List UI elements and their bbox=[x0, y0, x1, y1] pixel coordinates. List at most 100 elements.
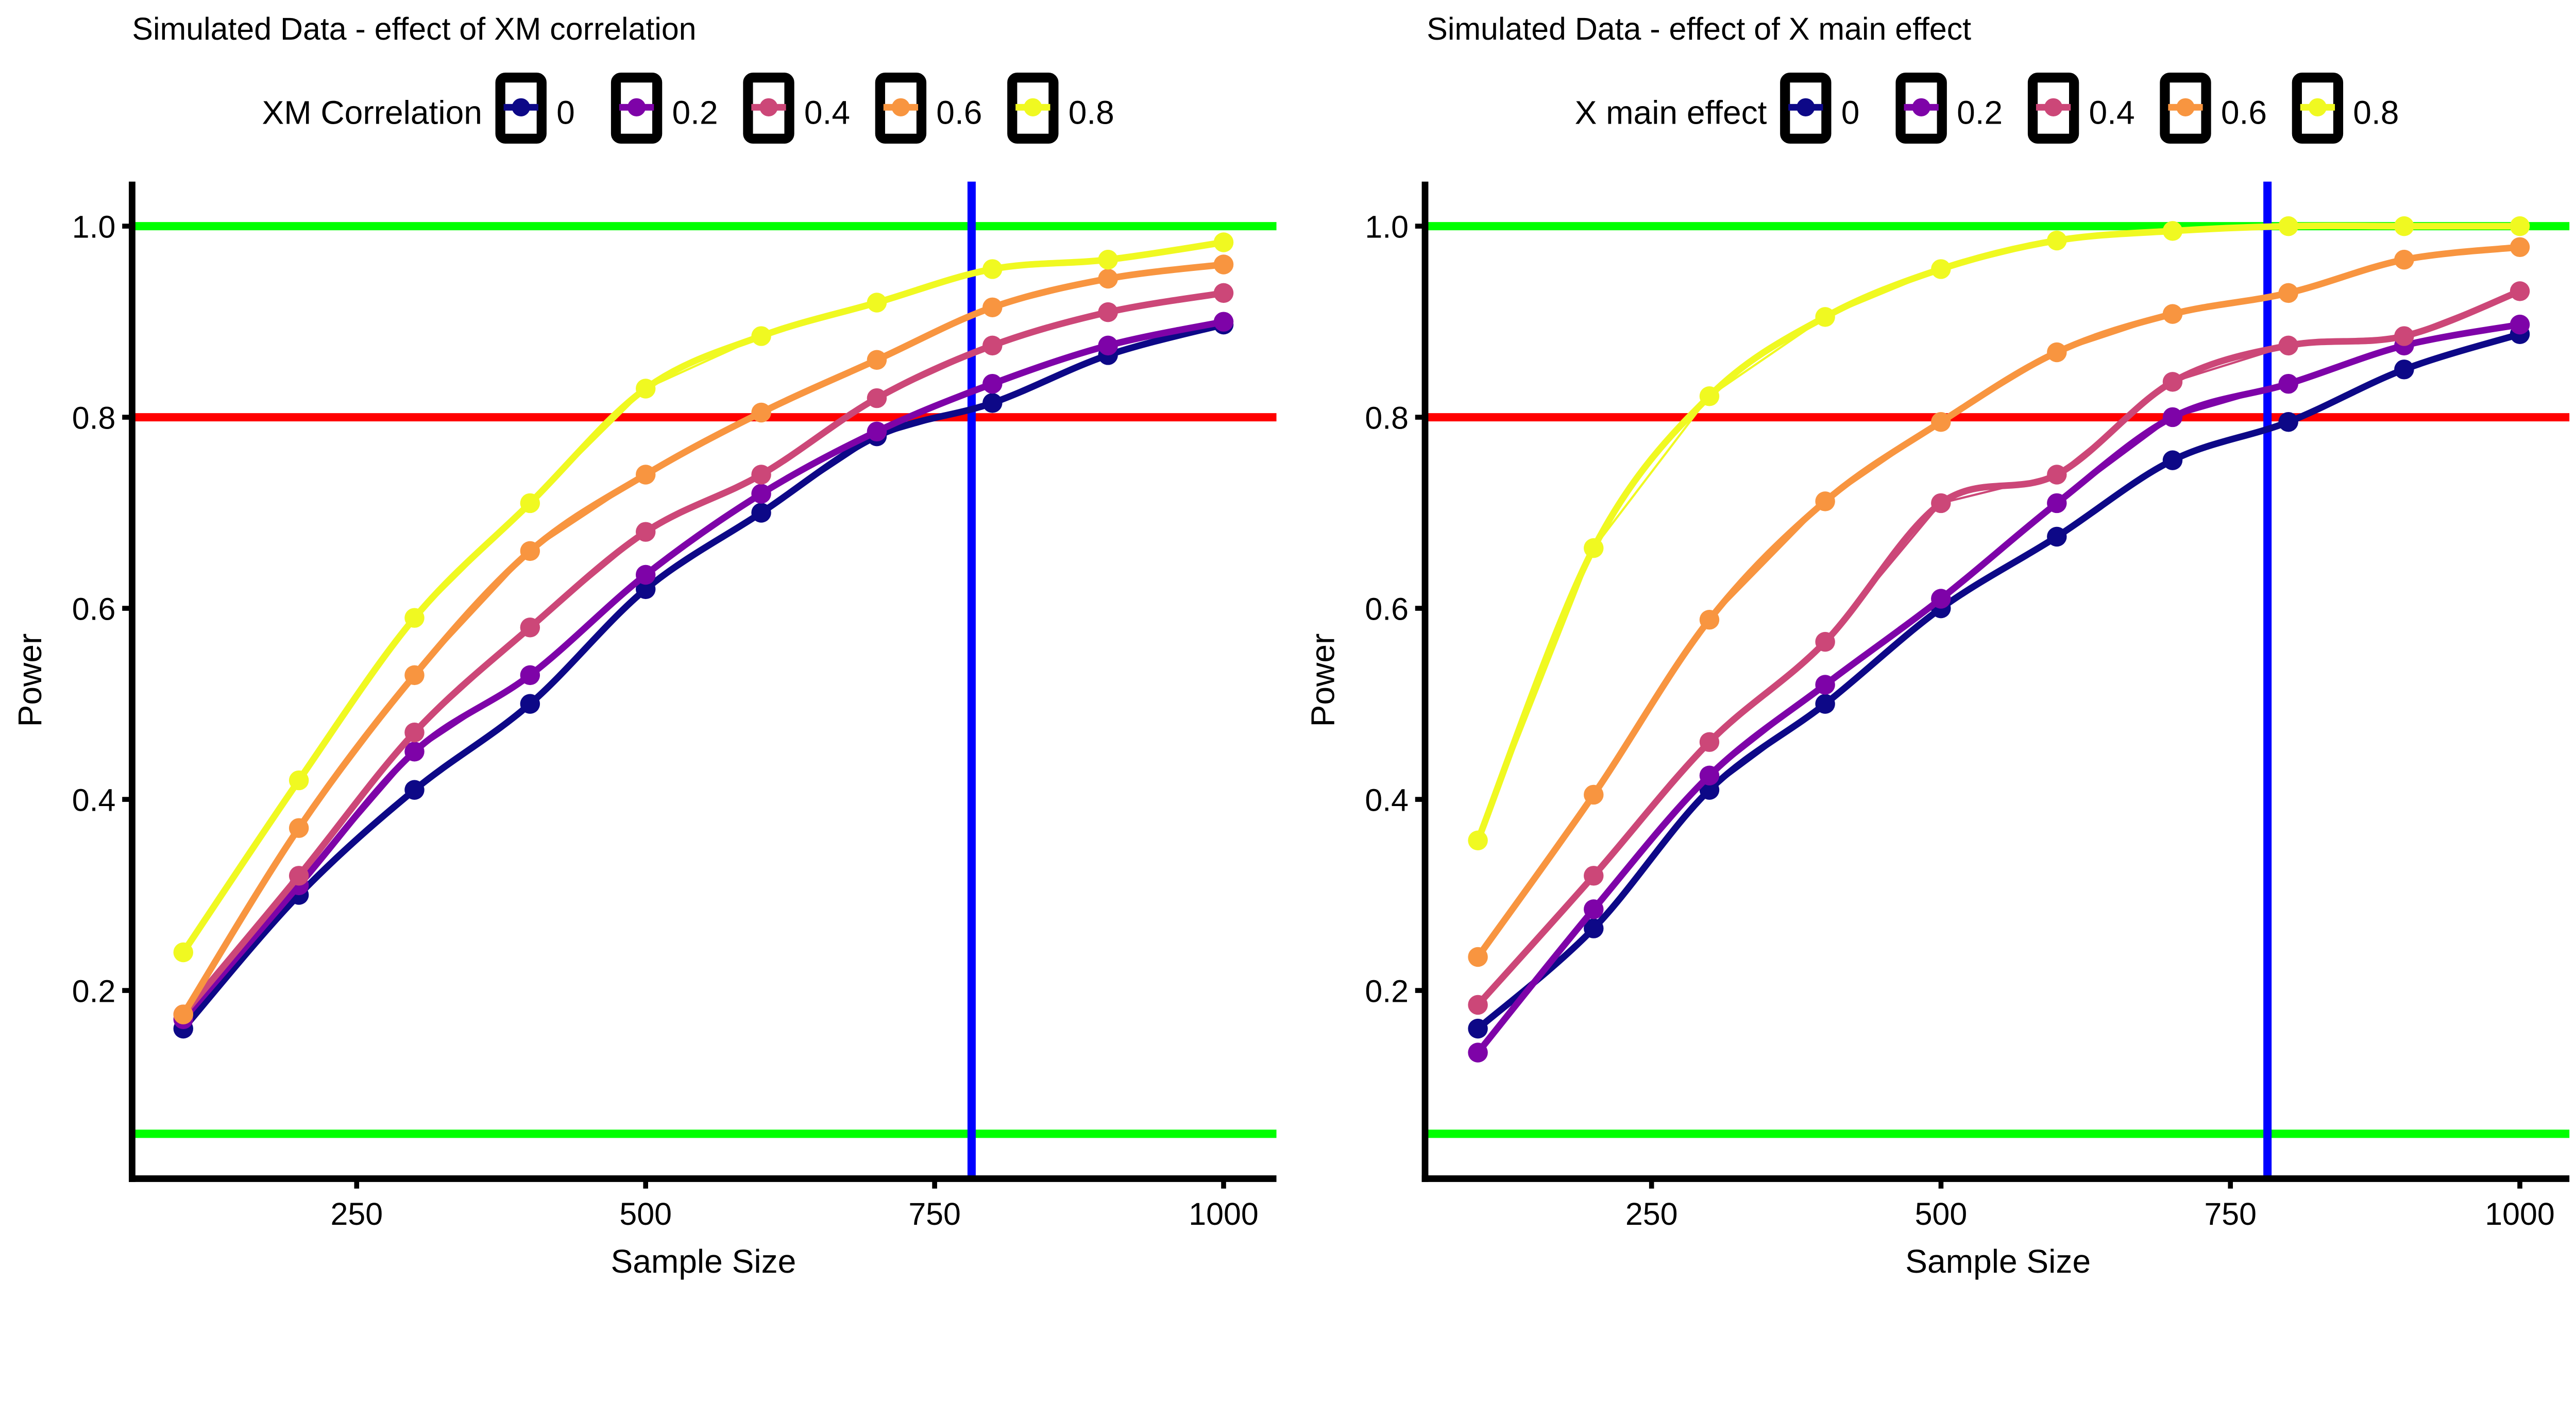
y-tick-label: 0.6 bbox=[1365, 592, 1409, 627]
data-point-0.4 bbox=[2510, 281, 2530, 301]
data-point-0.2 bbox=[1098, 335, 1118, 356]
y-tick-label: 0.4 bbox=[72, 783, 116, 818]
x-tick-label: 500 bbox=[619, 1196, 672, 1231]
series-smooth-0 bbox=[1475, 331, 2523, 1032]
y-tick-label: 1.0 bbox=[1365, 210, 1409, 245]
data-point-0.6 bbox=[1213, 254, 1234, 275]
y-tick-label: 0.2 bbox=[1365, 974, 1409, 1009]
data-point-0.4 bbox=[751, 465, 771, 485]
data-point-0.8 bbox=[1815, 307, 1835, 327]
data-point-0.6 bbox=[1098, 268, 1118, 289]
data-point-0.2 bbox=[404, 742, 425, 762]
data-point-0.4 bbox=[1931, 493, 1951, 514]
series-line-0 bbox=[1477, 333, 2520, 1030]
series-line-0.2 bbox=[1477, 323, 2520, 1053]
data-point-0.2 bbox=[520, 665, 540, 686]
data-point-0.4 bbox=[289, 866, 309, 886]
data-point-0.6 bbox=[2162, 304, 2183, 324]
data-point-0 bbox=[2278, 412, 2298, 432]
x-tick-label: 750 bbox=[908, 1196, 961, 1231]
data-point-0.6 bbox=[520, 541, 540, 561]
series-line-0.6 bbox=[182, 263, 1224, 1015]
data-point-0.4 bbox=[2047, 465, 2067, 485]
series-smooth-0 bbox=[180, 321, 1227, 1032]
data-point-0.4 bbox=[1213, 283, 1234, 303]
legend-label-0.6: 0.6 bbox=[2221, 94, 2267, 131]
legend-point-0.4 bbox=[2044, 98, 2063, 116]
data-point-0.2 bbox=[982, 373, 1003, 394]
legend-label-0.2: 0.2 bbox=[1957, 94, 2003, 131]
data-point-0.4 bbox=[1699, 732, 1720, 752]
data-point-0.2 bbox=[1584, 899, 1604, 919]
legend-label-0: 0 bbox=[556, 94, 575, 131]
y-tick-label: 1.0 bbox=[72, 210, 116, 245]
data-point-0.6 bbox=[2510, 237, 2530, 258]
legend-label-0.4: 0.4 bbox=[804, 94, 850, 131]
data-point-0.4 bbox=[520, 618, 540, 638]
y-tick-label: 0.2 bbox=[72, 974, 116, 1009]
series-line-0.8 bbox=[1477, 225, 2520, 841]
series-smooth-0.8 bbox=[180, 239, 1227, 956]
data-point-0.8 bbox=[1931, 259, 1951, 279]
y-axis-label: Power bbox=[11, 634, 48, 727]
series-smooth-0.4 bbox=[180, 289, 1227, 1018]
data-point-0.4 bbox=[404, 722, 425, 743]
data-point-0.6 bbox=[289, 818, 309, 838]
data-point-0.4 bbox=[982, 335, 1003, 356]
chart-figure: Simulated Data - effect of XM correlatio… bbox=[11, 11, 2570, 1280]
data-point-0.8 bbox=[1098, 249, 1118, 270]
data-point-0.6 bbox=[1468, 947, 1488, 967]
data-point-0 bbox=[520, 694, 540, 714]
legend-title: X main effect bbox=[1575, 94, 1767, 131]
x-axis-label: Sample Size bbox=[1905, 1243, 2091, 1280]
data-point-0.2 bbox=[2278, 373, 2298, 394]
y-tick-label: 0.8 bbox=[72, 401, 116, 436]
x-tick-label: 250 bbox=[1625, 1196, 1678, 1231]
data-point-0.8 bbox=[2278, 216, 2298, 236]
data-point-0.2 bbox=[2162, 407, 2183, 427]
data-point-0.4 bbox=[635, 522, 656, 542]
data-point-0.6 bbox=[751, 402, 771, 423]
data-point-0 bbox=[2047, 526, 2067, 547]
legend-point-0.6 bbox=[2176, 98, 2195, 116]
legend-point-0.2 bbox=[627, 98, 646, 116]
data-point-0.6 bbox=[173, 1004, 193, 1024]
data-point-0.6 bbox=[1931, 412, 1951, 432]
legend-point-0.6 bbox=[891, 98, 910, 116]
data-point-0.8 bbox=[635, 379, 656, 399]
data-point-0.2 bbox=[1815, 675, 1835, 695]
data-point-0.8 bbox=[2394, 216, 2414, 236]
legend-point-0.2 bbox=[1912, 98, 1930, 116]
x-tick-label: 250 bbox=[331, 1196, 383, 1231]
data-point-0.6 bbox=[2278, 283, 2298, 303]
data-point-0 bbox=[751, 503, 771, 523]
data-point-0.8 bbox=[982, 259, 1003, 279]
data-point-0 bbox=[1815, 694, 1835, 714]
data-point-0.6 bbox=[2047, 342, 2067, 363]
data-point-0 bbox=[982, 393, 1003, 413]
data-point-0.4 bbox=[1468, 995, 1488, 1015]
y-axis-label: Power bbox=[1304, 634, 1342, 727]
data-point-0.2 bbox=[2047, 493, 2067, 514]
data-point-0.8 bbox=[520, 493, 540, 514]
data-point-0 bbox=[635, 579, 656, 600]
data-point-0.6 bbox=[1699, 609, 1720, 630]
x-tick-label: 500 bbox=[1915, 1196, 1968, 1231]
data-point-0.2 bbox=[751, 484, 771, 504]
data-point-0.8 bbox=[289, 770, 309, 791]
data-point-0 bbox=[2394, 360, 2414, 380]
panel-x-main-effect: Simulated Data - effect of X main effect… bbox=[1304, 11, 2570, 1280]
legend-label-0.6: 0.6 bbox=[936, 94, 982, 131]
data-point-0.8 bbox=[1699, 386, 1720, 406]
data-point-0.8 bbox=[2162, 221, 2183, 241]
series-line-0.4 bbox=[1477, 290, 2520, 1006]
chart-title: Simulated Data - effect of XM correlatio… bbox=[132, 11, 696, 46]
data-point-0.8 bbox=[1213, 232, 1234, 252]
series-line-0.4 bbox=[182, 292, 1224, 1015]
y-tick-label: 0.4 bbox=[1365, 783, 1409, 818]
data-point-0.2 bbox=[2510, 314, 2530, 335]
series-line-0.8 bbox=[182, 241, 1224, 953]
x-tick-label: 750 bbox=[2204, 1196, 2257, 1231]
legend-label-0.4: 0.4 bbox=[2089, 94, 2134, 131]
data-point-0.2 bbox=[635, 564, 656, 585]
